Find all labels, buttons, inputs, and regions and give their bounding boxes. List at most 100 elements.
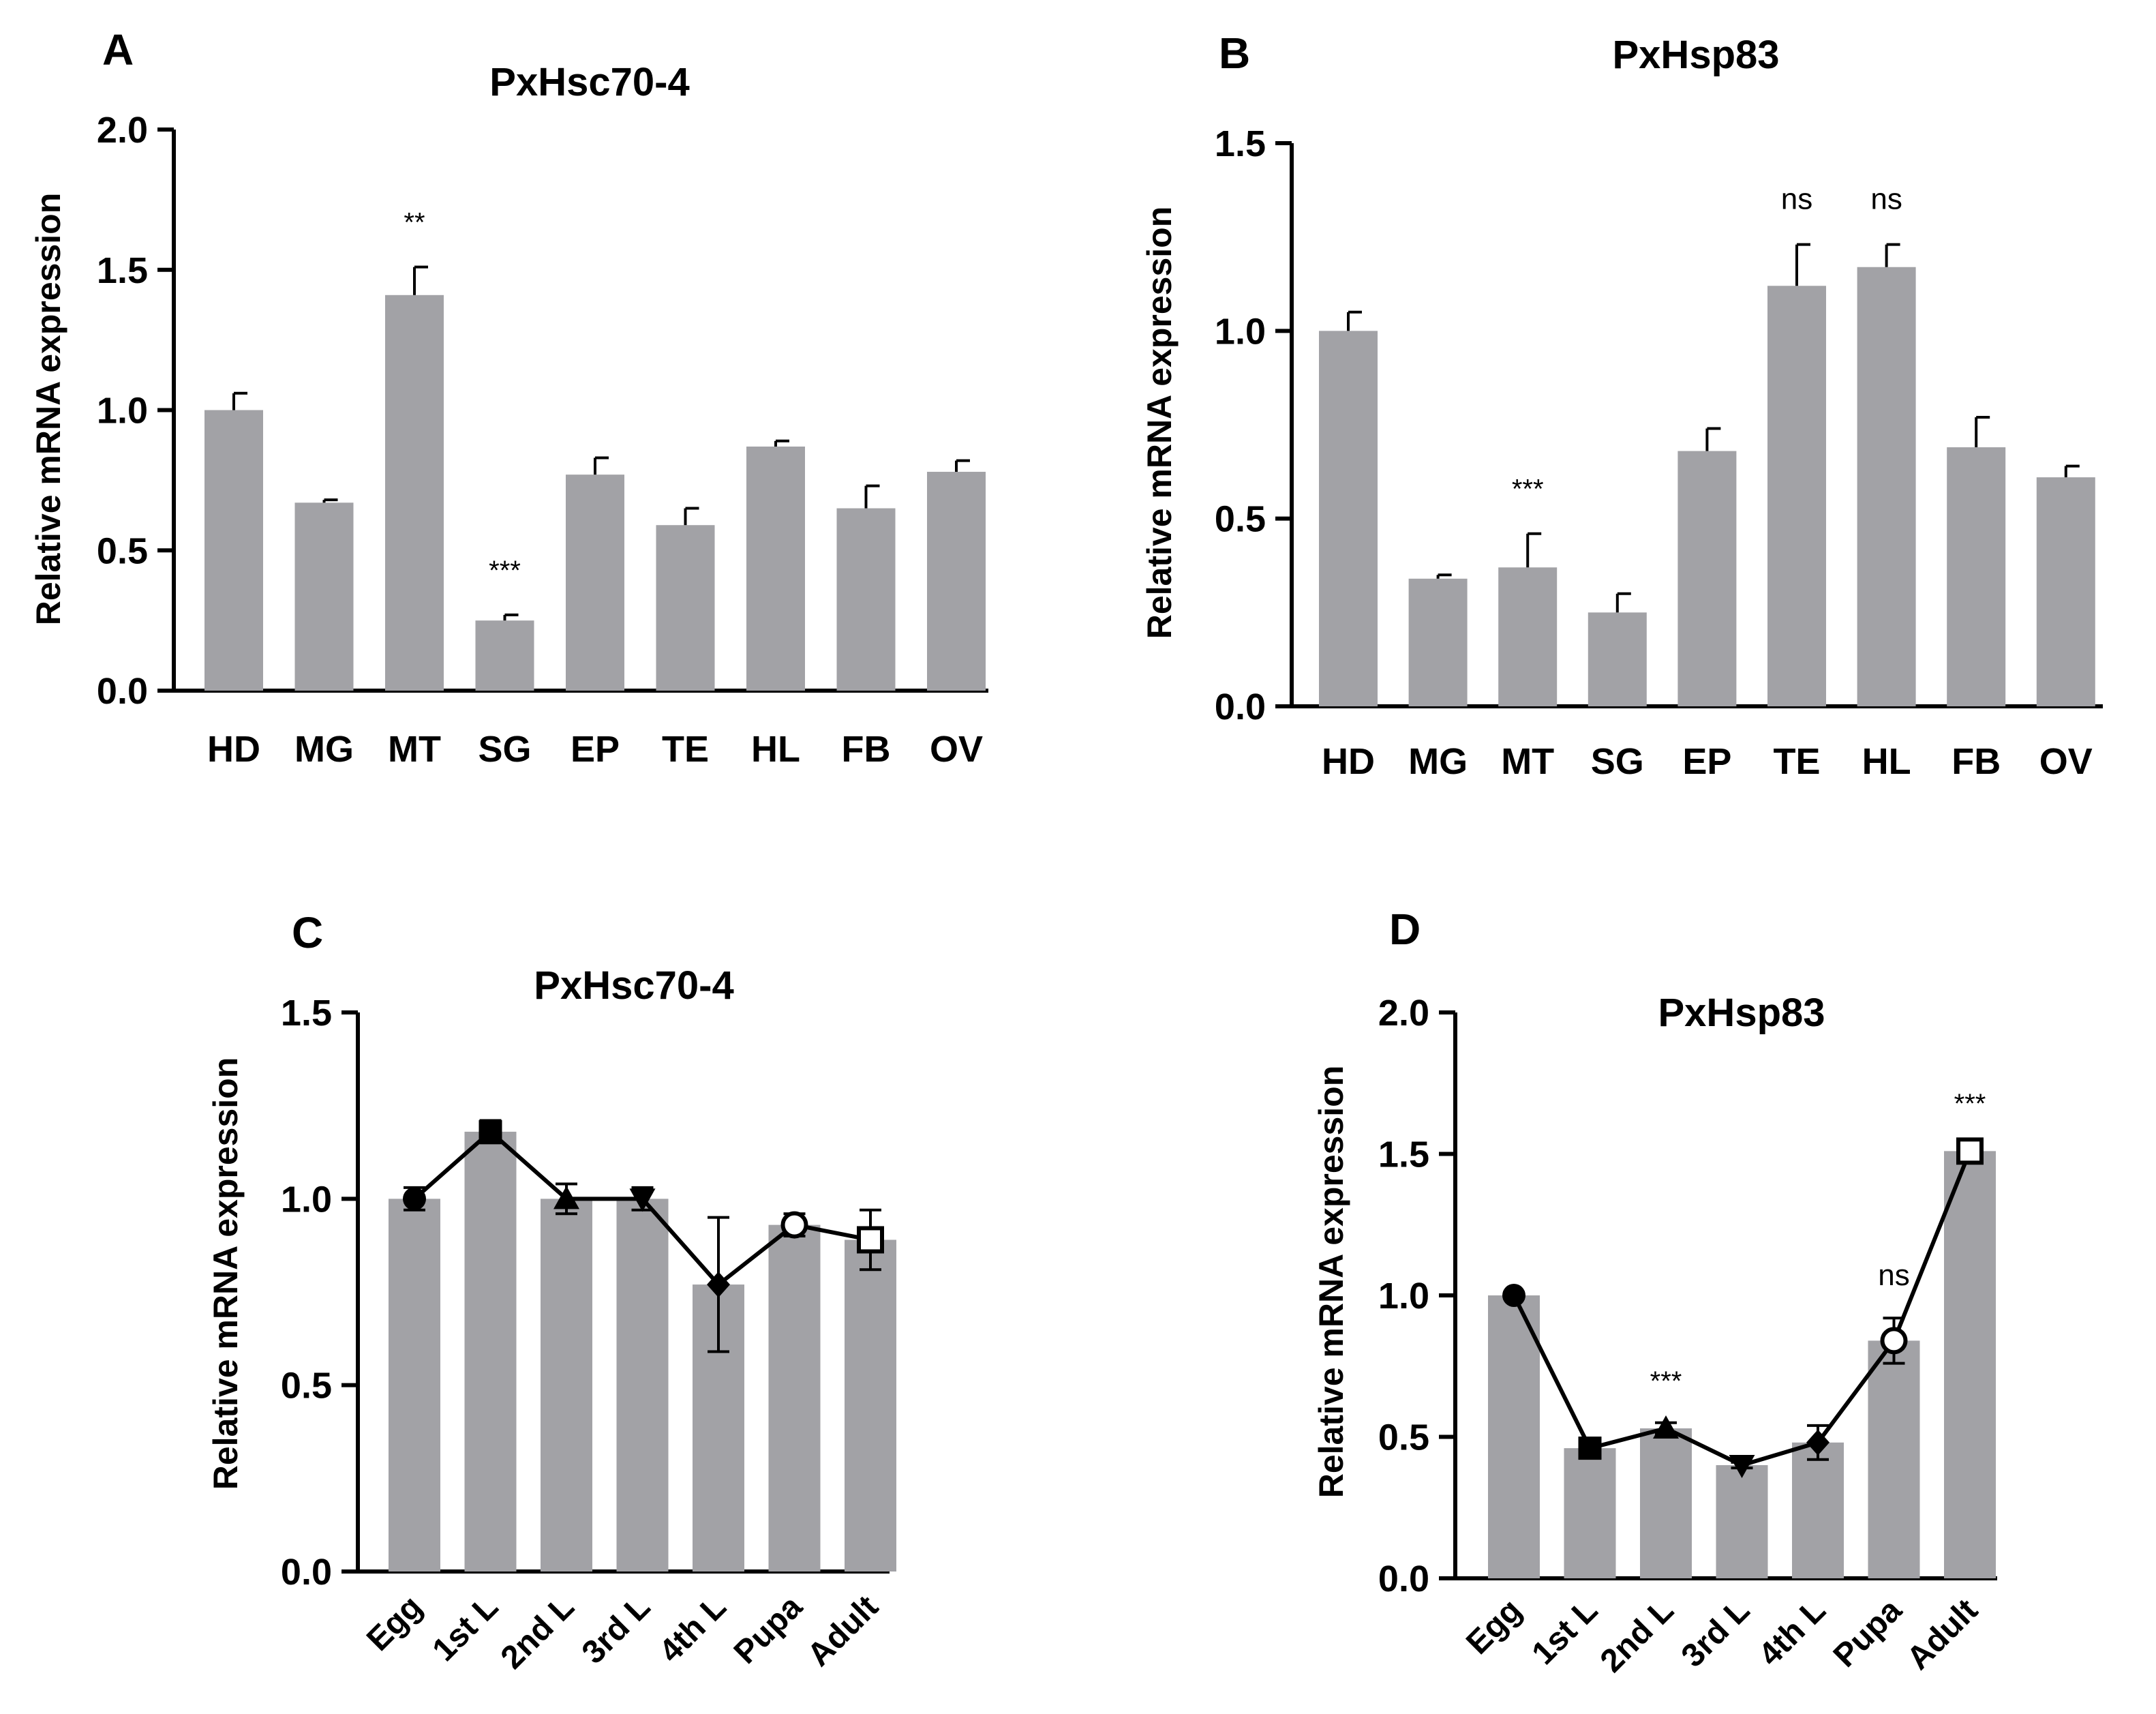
panel-letter-c: C xyxy=(292,908,323,957)
panel-b: B PxHsp83 Relative mRNA expression 0.0 0.… xyxy=(1140,29,2103,782)
panel-a-x-tick-label: EP xyxy=(571,729,620,770)
panel-b-y-axis-label: Relative mRNA expression xyxy=(1140,207,1179,640)
panel-a-bar-mg xyxy=(294,502,354,691)
panel-b-bar-ep xyxy=(1677,451,1737,706)
panel-a-title: PxHsc70-4 xyxy=(489,60,689,104)
panel-d-marker-pupa xyxy=(1880,1327,1908,1355)
panel-c-x-tick-label: Adult xyxy=(801,1589,885,1673)
panel-d-x-tick-label: 4th L xyxy=(1752,1592,1833,1673)
panel-b-title: PxHsp83 xyxy=(1612,33,1779,77)
panel-d-bar-egg xyxy=(1488,1295,1540,1578)
panel-d-bar-3rd-l xyxy=(1716,1465,1768,1578)
panel-b-y-tick-label: 1.0 xyxy=(1215,311,1266,352)
panel-a-x-tick-label: OV xyxy=(930,729,983,770)
panel-b-y-tick-label: 0.0 xyxy=(1215,687,1266,727)
panel-d-y-tick-label: 1.5 xyxy=(1378,1134,1429,1175)
panel-b-significance-label: *** xyxy=(1512,475,1544,505)
panel-a-x-tick-label: HL xyxy=(751,729,800,770)
panel-a-x-tick-label: FB xyxy=(842,729,891,770)
panel-c-bar-adult xyxy=(845,1239,896,1572)
panel-c-bar-2nd-l xyxy=(541,1199,592,1572)
panel-b-bar-mg xyxy=(1408,578,1468,706)
panel-c-y-tick-label: 0.0 xyxy=(281,1552,332,1593)
panel-b-x-tick-label: EP xyxy=(1682,741,1731,782)
panel-d-bar-2nd-l xyxy=(1640,1428,1692,1578)
panel-c-x-tick-label: Pupa xyxy=(727,1589,810,1671)
panel-c-x-tick-label: 2nd L xyxy=(494,1589,581,1676)
panel-c-bar-pupa xyxy=(768,1224,821,1572)
panel-d-significance-label: *** xyxy=(1650,1366,1682,1396)
panel-c-marker-adult xyxy=(857,1226,884,1254)
panel-a-x-tick-label: SG xyxy=(478,729,531,770)
panel-b-x-tick-label: HL xyxy=(1862,741,1911,782)
panel-d-y-tick-label: 0.5 xyxy=(1378,1417,1429,1458)
panel-c-y-tick-label: 1.0 xyxy=(281,1179,332,1220)
panel-a-x-tick-label: MG xyxy=(294,729,354,770)
panel-c-y-tick-label: 1.5 xyxy=(281,993,332,1034)
panel-d-marker-egg xyxy=(1502,1284,1525,1307)
panel-d-bar-1st-l xyxy=(1564,1448,1616,1578)
panel-d-x-tick-label: Egg xyxy=(1459,1592,1529,1662)
panel-d-title: PxHsp83 xyxy=(1658,991,1825,1035)
panel-a-bar-hl xyxy=(746,446,805,691)
panel-a-y-tick-label: 1.0 xyxy=(97,391,148,432)
panel-c: C PxHsc70-4 Relative mRNA expression 0.0… xyxy=(207,908,896,1676)
panel-c-y-axis-label: Relative mRNA expression xyxy=(207,1057,245,1490)
panel-d-y-tick-label: 0.0 xyxy=(1378,1559,1429,1599)
panel-d-bar-pupa xyxy=(1868,1340,1920,1578)
panel-b-y-tick-label: 1.5 xyxy=(1215,123,1266,164)
panel-b-x-tick-label: SG xyxy=(1591,741,1644,782)
panel-d-y-tick-label: 2.0 xyxy=(1378,993,1429,1034)
panel-c-x-tick-label: Egg xyxy=(360,1589,429,1658)
panel-a-y-axis-label: Relative mRNA expression xyxy=(29,193,67,626)
panel-b-x-tick-label: MG xyxy=(1408,741,1468,782)
panel-b-bar-mt xyxy=(1498,567,1558,706)
panel-c-marker-4th-l xyxy=(707,1272,730,1298)
panel-d-significance-label: *** xyxy=(1954,1089,1986,1119)
panel-a-bar-ov xyxy=(927,472,986,691)
panel-b-x-tick-label: TE xyxy=(1773,741,1820,782)
panel-a-y-tick-label: 1.5 xyxy=(97,250,148,291)
panel-d-x-tick-label: Pupa xyxy=(1827,1592,1909,1674)
panel-a-bar-te xyxy=(656,525,715,691)
panel-d-y-axis-label: Relative mRNA expression xyxy=(1312,1066,1350,1499)
panel-d-marker-adult xyxy=(1956,1137,1984,1165)
panel-a-y-tick-label: 0.0 xyxy=(97,671,148,712)
panel-c-bar-3rd-l xyxy=(616,1199,669,1572)
panel-b-bar-hd xyxy=(1319,331,1378,706)
panel-c-marker-pupa xyxy=(780,1211,808,1239)
panel-a-x-tick-label: TE xyxy=(662,729,709,770)
panel-c-bar-1st-l xyxy=(464,1131,517,1572)
panel-d-x-tick-label: 1st L xyxy=(1525,1592,1605,1672)
panel-d-bar-4th-l xyxy=(1792,1442,1844,1578)
panel-a-bar-hd xyxy=(204,410,263,691)
panel-b-significance-label: ns xyxy=(1781,183,1812,216)
panel-a: A PxHsc70-4 Relative mRNA expression 0.0… xyxy=(29,25,988,770)
panel-b-y-tick-label: 0.5 xyxy=(1215,499,1266,540)
panel-b-x-tick-label: HD xyxy=(1322,741,1375,782)
panel-c-marker-egg xyxy=(403,1187,426,1211)
panel-b-bar-fb xyxy=(1947,447,2006,706)
panel-b-bar-te xyxy=(1767,286,1826,707)
panel-a-x-tick-label: MT xyxy=(388,729,441,770)
panel-c-marker-1st-l xyxy=(479,1119,502,1143)
panel-b-x-tick-label: OV xyxy=(2039,741,2093,782)
panel-d-x-tick-label: 2nd L xyxy=(1594,1592,1681,1679)
panel-c-y-tick-label: 0.5 xyxy=(281,1366,332,1407)
panel-a-bar-sg xyxy=(475,620,534,691)
panel-a-y-tick-label: 0.5 xyxy=(97,530,148,571)
panel-b-bar-hl xyxy=(1857,267,1916,707)
panel-b-x-tick-label: FB xyxy=(1952,741,2001,782)
panel-a-bar-fb xyxy=(836,508,896,691)
panel-a-bar-mt xyxy=(385,295,444,691)
panel-a-bar-ep xyxy=(566,475,624,691)
panel-b-x-tick-label: MT xyxy=(1501,741,1554,782)
panel-c-x-tick-label: 4th L xyxy=(652,1589,733,1670)
panel-d-x-tick-label: Adult xyxy=(1900,1592,1985,1677)
panel-a-significance-label: ** xyxy=(404,208,425,238)
panel-b-significance-label: ns xyxy=(1870,183,1902,216)
panel-letter-d: D xyxy=(1389,905,1421,954)
panel-d-marker-2nd-l xyxy=(1653,1415,1679,1439)
panel-d-x-tick-label: 3rd L xyxy=(1675,1592,1757,1674)
